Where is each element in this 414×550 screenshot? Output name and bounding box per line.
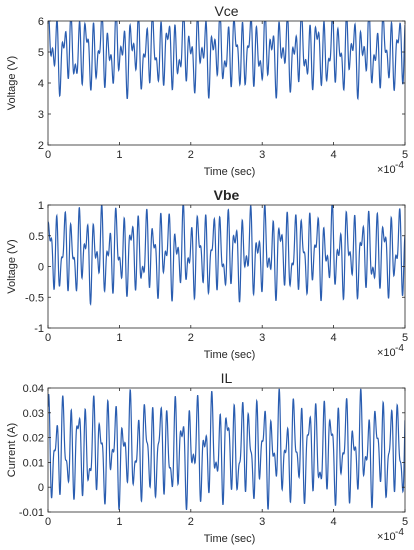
y-tick-label: 0 xyxy=(38,482,44,494)
y-tick-label: 3 xyxy=(38,109,44,121)
y-tick-label: 2 xyxy=(38,140,44,152)
series-line xyxy=(48,388,405,511)
x-axis-label: Time (sec) xyxy=(204,349,256,361)
x-axis-label: Time (sec) xyxy=(204,533,256,545)
x-tick-label: 5 xyxy=(402,332,408,344)
x-tick-label: 4 xyxy=(331,332,337,344)
plot-area xyxy=(48,21,405,145)
chart-title: Vce xyxy=(214,3,238,19)
y-tick-label: -1 xyxy=(34,323,44,335)
y-tick-label: 6 xyxy=(38,16,44,28)
x-tick-label: 1 xyxy=(116,332,122,344)
series-line xyxy=(48,21,405,101)
y-tick-label: 0.01 xyxy=(23,457,44,469)
x-multiplier-exponent: -4 xyxy=(395,343,404,354)
y-axis-label: Voltage (V) xyxy=(6,239,18,293)
y-tick-label: 0.04 xyxy=(23,383,44,395)
x-tick-label: 5 xyxy=(402,149,408,161)
y-axis-label: Voltage (V) xyxy=(6,56,18,110)
chart-panel-2: 0 1 2 3 4 5 -1 -0.5 0 0.5 1 Vbe Time (sec) Voltage (V… xyxy=(6,187,408,361)
chart-panel-1: 0 1 2 3 4 5 2 3 4 5 6 Vce Time (sec) Voltage (V) ×10 -4 xyxy=(6,3,408,178)
x-multiplier-exponent: -4 xyxy=(395,527,404,538)
x-tick-label: 0 xyxy=(45,332,51,344)
x-multiplier-base: ×10 xyxy=(377,347,396,359)
x-axis-label: Time (sec) xyxy=(204,166,256,178)
chart-title: IL xyxy=(221,370,233,386)
series-line xyxy=(48,205,405,307)
x-tick-label: 2 xyxy=(188,149,194,161)
y-tick-label: -0.5 xyxy=(25,292,44,304)
x-tick-label: 2 xyxy=(188,332,194,344)
axes-box xyxy=(47,387,406,513)
x-tick-label: 3 xyxy=(259,332,265,344)
y-axis-label: Current (A) xyxy=(6,423,18,477)
x-multiplier-base: ×10 xyxy=(377,531,396,543)
x-tick-label: 1 xyxy=(116,516,122,528)
y-tick-label: 1 xyxy=(38,200,44,212)
x-tick-label: 0 xyxy=(45,516,51,528)
y-tick-label: 0.03 xyxy=(23,408,44,420)
chart-title: Vbe xyxy=(214,187,240,203)
x-tick-label: 5 xyxy=(402,516,408,528)
y-tick-label: 0.5 xyxy=(29,231,44,243)
x-tick-label: 0 xyxy=(45,149,51,161)
x-tick-label: 3 xyxy=(259,149,265,161)
y-tick-label: -0.01 xyxy=(19,507,44,519)
x-tick-label: 3 xyxy=(259,516,265,528)
x-tick-label: 4 xyxy=(331,516,337,528)
y-tick-label: 0.02 xyxy=(23,433,44,445)
y-tick-label: 4 xyxy=(38,78,44,90)
y-tick-label: 0 xyxy=(38,262,44,274)
x-tick-label: 4 xyxy=(331,149,337,161)
x-tick-label: 1 xyxy=(116,149,122,161)
y-tick-label: 5 xyxy=(38,47,44,59)
x-multiplier-exponent: -4 xyxy=(395,160,404,171)
x-tick-label: 2 xyxy=(188,516,194,528)
x-multiplier-base: ×10 xyxy=(377,164,396,176)
